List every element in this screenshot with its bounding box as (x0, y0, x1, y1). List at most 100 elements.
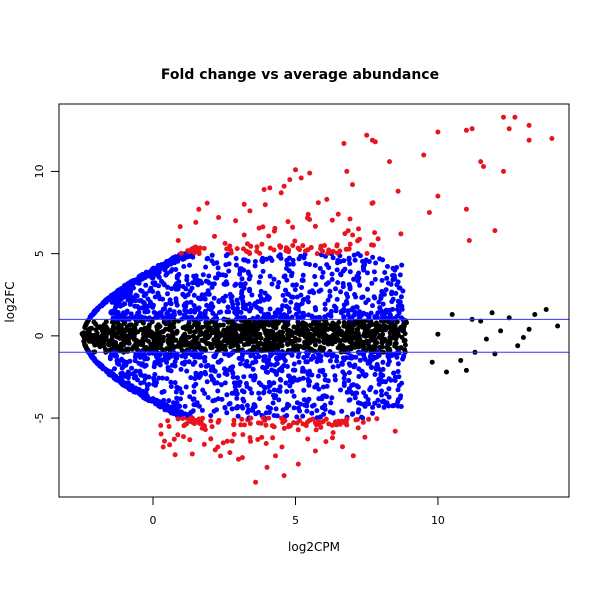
data-point (79, 331, 85, 337)
data-point (392, 428, 398, 434)
data-point (355, 425, 361, 431)
data-point (243, 361, 249, 367)
data-point (512, 114, 518, 120)
data-point (279, 444, 285, 450)
data-point (317, 266, 323, 271)
data-point (319, 274, 325, 280)
data-point (334, 358, 340, 364)
data-point (236, 456, 241, 462)
data-point (329, 333, 335, 339)
data-point (333, 330, 339, 336)
data-point (391, 402, 397, 408)
data-point (341, 308, 347, 314)
data-point (257, 396, 263, 402)
data-point (385, 362, 391, 367)
data-point (239, 455, 245, 461)
data-point (187, 329, 193, 335)
data-point (251, 377, 257, 383)
data-point (373, 355, 378, 361)
data-point (526, 137, 532, 143)
data-point (189, 409, 195, 415)
data-point (532, 312, 538, 317)
data-point (463, 206, 469, 212)
data-point (215, 265, 221, 271)
data-point (311, 290, 317, 296)
data-point (146, 398, 152, 404)
data-point (289, 388, 295, 394)
data-point (366, 401, 372, 407)
data-point (270, 400, 276, 406)
data-point (362, 357, 368, 362)
data-point (226, 401, 232, 407)
data-point (336, 319, 342, 325)
data-point (322, 306, 328, 312)
y-tick-label: 10 (33, 164, 46, 178)
data-point (321, 411, 327, 417)
data-point (203, 363, 209, 369)
data-point (202, 311, 208, 317)
data-point (267, 185, 273, 191)
data-point (489, 310, 495, 316)
data-point (83, 343, 89, 349)
data-point (326, 421, 332, 427)
data-point (372, 340, 378, 346)
data-point (353, 417, 359, 423)
data-point (313, 282, 319, 287)
data-point (526, 122, 532, 128)
data-point (143, 305, 149, 311)
data-point (281, 183, 287, 189)
data-point (372, 230, 378, 236)
data-point (296, 350, 302, 356)
data-point (134, 343, 140, 349)
data-point (246, 271, 252, 276)
data-point (383, 391, 389, 397)
data-point (212, 275, 218, 281)
data-point (203, 323, 209, 329)
data-point (329, 353, 335, 359)
data-point (357, 309, 363, 315)
data-point (335, 260, 340, 266)
data-point (100, 328, 106, 334)
data-point (286, 268, 292, 274)
data-point (291, 393, 297, 399)
data-point (271, 276, 277, 282)
data-point (354, 304, 360, 310)
data-point (352, 309, 358, 315)
data-point (363, 340, 368, 346)
data-point (226, 331, 232, 337)
data-point (239, 288, 245, 294)
data-point (173, 267, 179, 272)
data-point (223, 262, 229, 268)
x-axis-label: log2CPM (288, 540, 340, 554)
data-point (295, 323, 301, 329)
data-point (189, 247, 195, 253)
data-point (156, 375, 162, 381)
data-point (397, 272, 403, 278)
data-point (106, 342, 112, 348)
data-point (300, 421, 306, 427)
data-point (245, 336, 251, 342)
data-point (344, 389, 350, 395)
data-point (253, 479, 259, 485)
data-point (390, 306, 396, 312)
data-point (135, 377, 140, 383)
data-point (136, 280, 142, 286)
data-point (273, 453, 278, 459)
data-point (229, 343, 235, 349)
data-point (119, 356, 125, 362)
data-point (204, 379, 210, 385)
data-point (307, 289, 313, 295)
data-point (192, 359, 198, 365)
data-point (289, 352, 295, 358)
data-point (216, 298, 222, 304)
data-point (361, 390, 367, 396)
data-point (238, 338, 243, 344)
data-point (276, 253, 282, 259)
x-tick-label: 5 (292, 514, 299, 527)
data-point (350, 182, 355, 188)
data-point (279, 343, 285, 349)
data-point (267, 306, 273, 312)
data-point (254, 316, 260, 322)
data-point (162, 406, 168, 412)
data-point (463, 127, 469, 133)
